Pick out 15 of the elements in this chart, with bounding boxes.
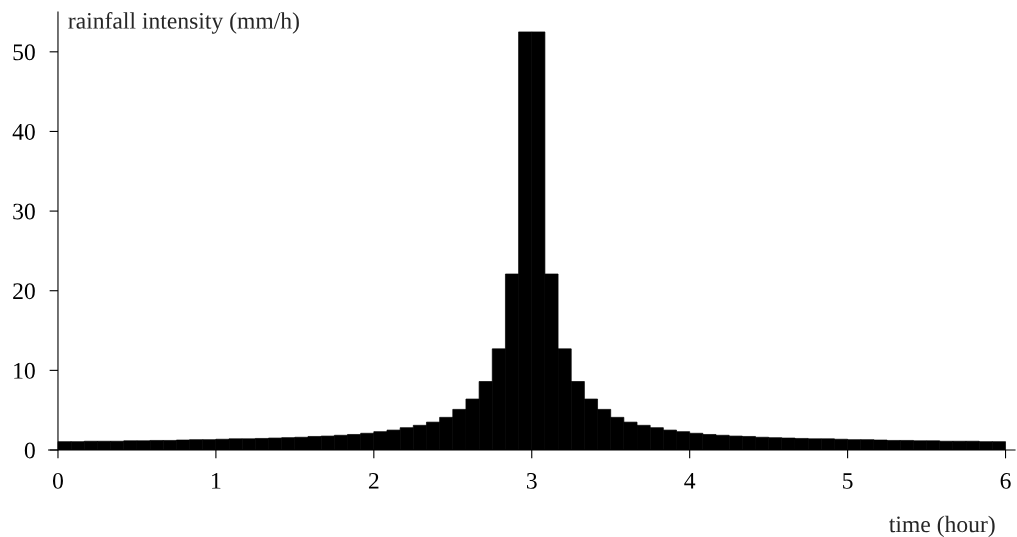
x-axis-title: time (hour) [889, 515, 995, 537]
x-tick-label: 5 [843, 473, 853, 489]
y-tick-label: 40 [12, 123, 35, 140]
y-axis-title: rainfall intensity (mm/h) [68, 12, 299, 34]
y-tick-label: 30 [13, 203, 35, 220]
y-tick-label: 0 [24, 442, 35, 459]
x-tick-label: 6 [1000, 472, 1011, 489]
x-tick-label: 1 [212, 473, 221, 489]
x-tick-label: 2 [368, 472, 379, 489]
y-tick-label: 10 [14, 362, 35, 379]
x-tick-label: 4 [684, 473, 696, 489]
x-tick-label: 3 [526, 472, 537, 489]
x-tick-label: 0 [52, 472, 63, 489]
y-tick-label: 50 [13, 44, 35, 61]
y-tick-label: 20 [13, 283, 35, 300]
